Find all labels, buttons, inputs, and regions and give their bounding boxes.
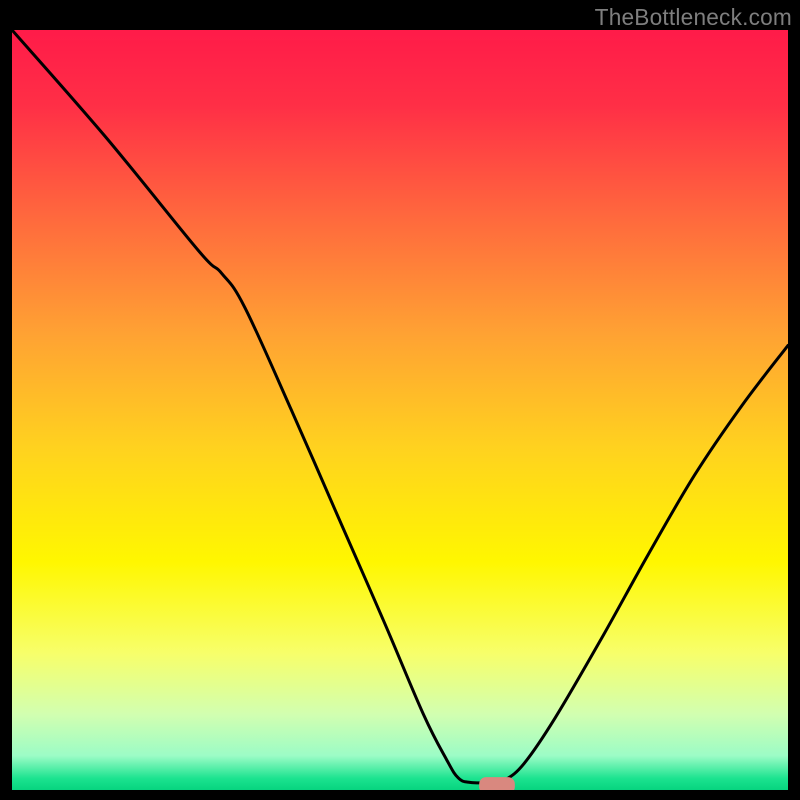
gradient-background bbox=[12, 30, 788, 790]
optimal-marker bbox=[479, 777, 515, 790]
watermark-text: TheBottleneck.com bbox=[595, 4, 792, 31]
plot-area bbox=[12, 30, 788, 790]
chart-container: TheBottleneck.com bbox=[0, 0, 800, 800]
chart-svg bbox=[12, 30, 788, 790]
